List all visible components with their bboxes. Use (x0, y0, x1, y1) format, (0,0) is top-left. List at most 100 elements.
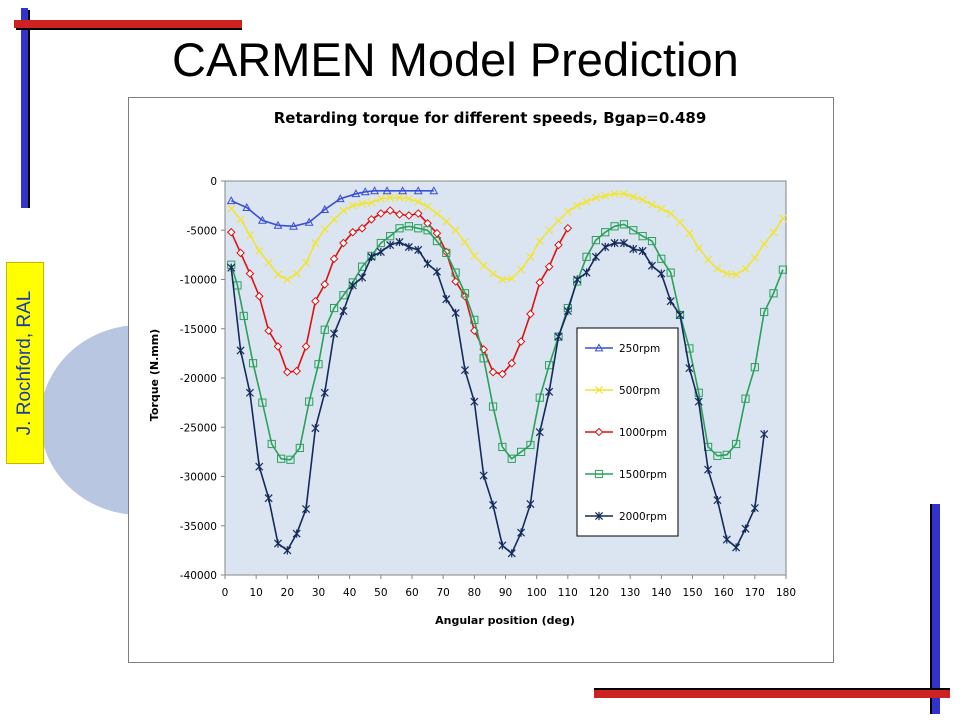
series-layer (226, 186, 787, 558)
data-point (385, 206, 395, 215)
data-point (498, 369, 507, 379)
data-point (432, 267, 441, 276)
data-point (292, 269, 301, 278)
data-point (694, 388, 703, 397)
data-point (245, 269, 255, 278)
data-point (395, 210, 404, 219)
data-point (264, 326, 273, 336)
data-point (404, 222, 413, 231)
data-point (339, 238, 348, 248)
series-1000rpm (226, 206, 573, 379)
data-point (395, 237, 404, 247)
y-tick-label: -40000 (180, 570, 217, 582)
data-point (638, 195, 647, 204)
x-tick-label: 130 (620, 587, 640, 599)
data-point (320, 325, 329, 334)
author-credit-text: J. Rochford, RAL (14, 290, 35, 436)
data-point (545, 361, 554, 370)
data-point (554, 240, 563, 250)
data-point (382, 186, 392, 195)
legend-item: 250rpm (585, 343, 660, 355)
left-vertical-accent-shadow (28, 10, 30, 208)
data-point (305, 397, 314, 406)
data-point (273, 270, 283, 279)
data-point (314, 360, 323, 369)
series-line (230, 190, 434, 228)
plot-area (224, 180, 787, 576)
data-point (258, 398, 267, 407)
data-point (348, 227, 358, 237)
x-tick-label: 150 (682, 587, 702, 599)
data-point (367, 215, 376, 224)
data-point (360, 187, 370, 196)
data-point (601, 242, 610, 252)
data-point (594, 469, 604, 479)
data-point (351, 189, 361, 198)
data-point (750, 253, 759, 262)
data-point (239, 311, 248, 321)
data-point (227, 263, 236, 272)
data-point (376, 194, 385, 203)
data-point (264, 258, 273, 267)
data-point (460, 366, 470, 375)
data-point (404, 242, 413, 252)
data-point (563, 223, 573, 233)
data-point (629, 226, 638, 235)
x-tick-label: 100 (527, 587, 547, 599)
data-point (311, 239, 320, 248)
data-point (517, 528, 526, 537)
data-point (460, 238, 470, 247)
data-point (619, 238, 628, 248)
data-point (489, 500, 498, 510)
data-point (339, 291, 348, 300)
data-point (398, 186, 408, 195)
data-point (320, 204, 330, 213)
data-point (722, 269, 731, 278)
x-tick-label: 70 (436, 587, 449, 599)
x-tick-label: 90 (499, 587, 512, 599)
data-point (594, 427, 604, 437)
data-point (245, 231, 254, 240)
data-point (236, 215, 245, 224)
data-point (432, 209, 441, 218)
top-horizontal-accent-bar (14, 20, 242, 28)
data-point (638, 232, 647, 241)
data-point (320, 225, 329, 234)
data-point (582, 197, 591, 206)
data-point (273, 342, 283, 351)
data-point (526, 252, 535, 261)
data-point (750, 503, 759, 513)
data-point (741, 264, 750, 273)
data-point (414, 197, 423, 206)
data-point (226, 196, 236, 205)
data-point (629, 244, 638, 254)
data-point (236, 248, 245, 258)
data-point (479, 261, 488, 270)
data-point (289, 221, 299, 230)
data-point (594, 511, 604, 521)
data-point (227, 204, 236, 213)
bottom-horizontal-accent-bar (594, 690, 950, 698)
data-point (517, 265, 526, 274)
x-tick-label: 0 (222, 587, 229, 599)
data-point (610, 189, 619, 198)
x-tick-label: 40 (343, 587, 356, 599)
series-line (230, 223, 784, 461)
data-point (311, 424, 320, 433)
x-axis-label: Angular position (deg) (435, 614, 575, 627)
legend-item: 500rpm (585, 385, 660, 397)
data-point (255, 462, 264, 471)
data-point (488, 367, 498, 377)
data-point (666, 268, 675, 277)
data-point (348, 201, 357, 210)
data-point (741, 524, 750, 533)
data-point (339, 306, 348, 316)
data-point (638, 246, 647, 256)
x-tick-label: 170 (745, 587, 765, 599)
slide-title: CARMEN Model Prediction (172, 33, 739, 86)
data-point (526, 440, 535, 450)
data-point (370, 186, 380, 195)
data-point (591, 236, 600, 245)
data-point (594, 385, 604, 395)
series-250rpm (226, 186, 439, 230)
